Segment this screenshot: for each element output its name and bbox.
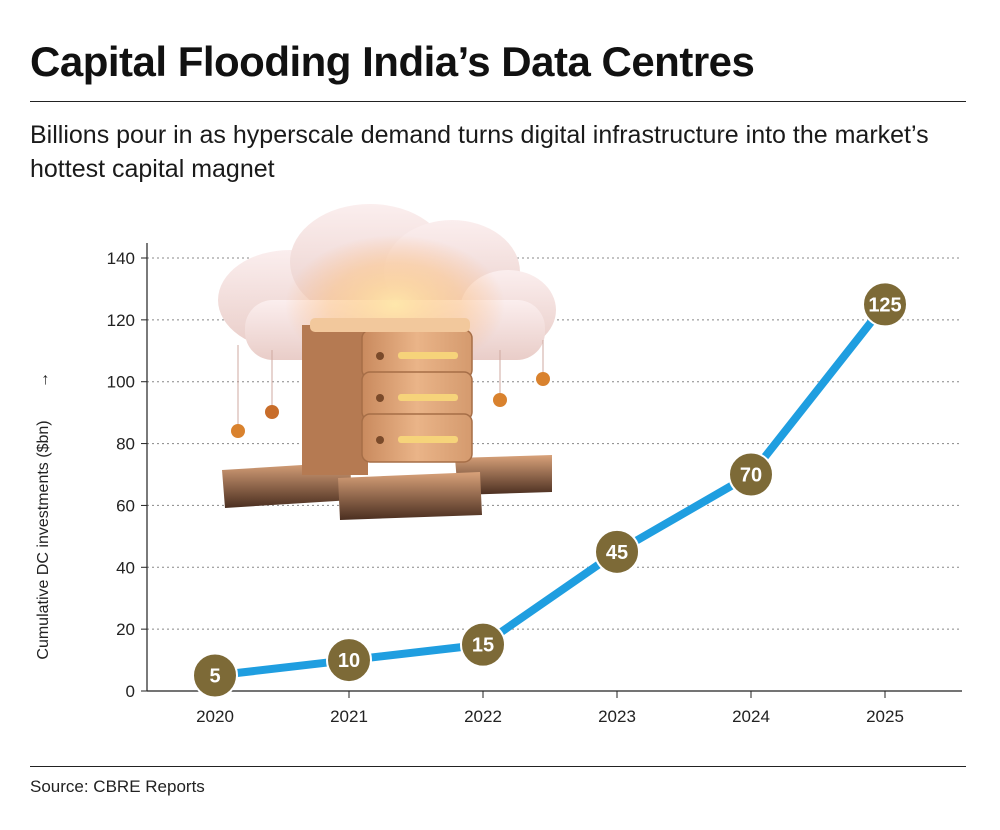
y-tick-label: 100 [107,373,135,392]
y-axis-label: Cumulative DC investments ($bn) → [35,372,52,660]
y-tick-label: 40 [116,558,135,577]
data-markers: 5 10 15 45 70 125 [192,281,908,699]
data-label: 10 [338,650,360,672]
source-note: Source: CBRE Reports [30,777,205,796]
chart-subtitle: Billions pour in as hyperscale demand tu… [30,121,929,183]
x-tick-label: 2020 [196,707,234,726]
data-label: 5 [209,666,220,688]
y-tick-label: 140 [107,249,135,268]
axes [146,243,962,692]
x-tick-label: 2021 [330,707,368,726]
data-point [192,652,238,699]
data-label: 70 [740,465,762,487]
data-point [594,528,640,575]
title-divider [30,101,966,102]
data-point [460,621,506,668]
y-tick-label: 80 [116,435,135,454]
x-tick-label: 2025 [866,707,904,726]
data-point [728,451,774,498]
data-point [326,637,372,684]
chart-title: Capital Flooding India’s Data Centres [30,38,755,85]
pedestal-slabs [222,455,552,520]
x-axis-ticks: 2020 2021 2022 2023 2024 2025 [196,691,904,726]
y-tick-label: 60 [116,496,135,515]
y-axis-ticks: 0 20 40 60 80 100 120 140 [107,249,147,701]
cloud-server-illustration [218,204,556,520]
x-tick-label: 2022 [464,707,502,726]
hanging-orbs [231,340,550,438]
data-label: 15 [472,635,494,657]
data-label: 45 [606,542,628,564]
y-axis-arrow: → [35,372,52,388]
footer-divider [30,766,966,767]
x-tick-label: 2024 [732,707,770,726]
y-tick-label: 0 [126,682,135,701]
y-tick-label: 120 [107,311,135,330]
y-axis-title: Cumulative DC investments ($bn) [35,420,52,659]
data-label: 125 [868,294,901,316]
x-tick-label: 2023 [598,707,636,726]
data-point [862,281,908,328]
y-tick-label: 20 [116,620,135,639]
server-stack [302,318,473,475]
